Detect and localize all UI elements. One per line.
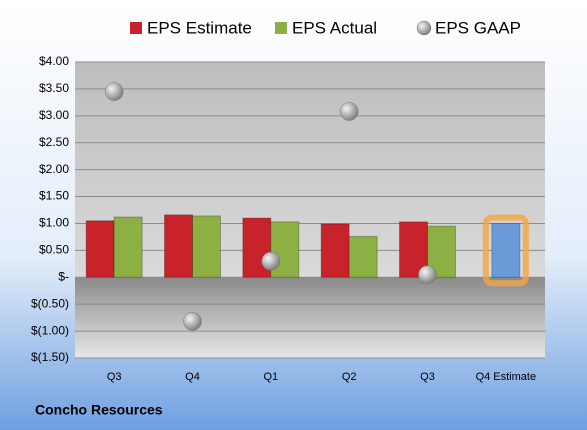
legend-label: EPS Actual bbox=[292, 18, 377, 37]
y-tick-label: $2.00 bbox=[39, 162, 69, 176]
x-tick-label: Q3 bbox=[420, 371, 435, 383]
bar bbox=[491, 222, 521, 278]
y-tick-label: $2.50 bbox=[39, 135, 69, 149]
marker bbox=[418, 265, 437, 284]
y-tick-label: $1.50 bbox=[39, 189, 69, 203]
bar bbox=[427, 225, 456, 278]
y-tick-label: $0.50 bbox=[39, 243, 69, 257]
marker bbox=[104, 82, 124, 101]
bar bbox=[348, 235, 378, 278]
marker bbox=[183, 312, 202, 331]
bar bbox=[113, 216, 143, 278]
x-tick-label: Q3 bbox=[107, 371, 122, 383]
legend-swatch bbox=[130, 22, 142, 34]
legend-swatch bbox=[275, 22, 287, 34]
x-tick-label: Q1 bbox=[263, 371, 278, 383]
marker bbox=[339, 102, 359, 121]
x-tick-label: Q4 bbox=[185, 371, 200, 383]
y-tick-label: $(1.50) bbox=[31, 350, 69, 364]
y-tick-label: $- bbox=[58, 269, 69, 283]
bar bbox=[192, 215, 221, 278]
footer: Concho Resources bbox=[35, 402, 163, 418]
y-tick-label: $3.50 bbox=[39, 81, 69, 95]
x-tick-label: Q4 Estimate bbox=[476, 371, 537, 383]
bar bbox=[85, 220, 115, 278]
y-tick-label: $1.00 bbox=[39, 216, 69, 230]
legend-label: EPS GAAP bbox=[435, 18, 521, 37]
bar bbox=[164, 214, 193, 278]
y-tick-label: $(0.50) bbox=[31, 296, 69, 310]
legend-label: EPS Estimate bbox=[147, 18, 252, 37]
y-tick-label: $4.00 bbox=[39, 54, 69, 68]
marker bbox=[261, 251, 281, 271]
y-tick-label: $3.00 bbox=[39, 108, 69, 122]
bar bbox=[320, 223, 350, 278]
legend-swatch bbox=[416, 20, 432, 36]
x-tick-label: Q2 bbox=[342, 371, 357, 383]
y-tick-label: $(1.00) bbox=[31, 323, 69, 337]
highlight-glow bbox=[482, 214, 529, 287]
plot-area-lower bbox=[75, 277, 545, 358]
